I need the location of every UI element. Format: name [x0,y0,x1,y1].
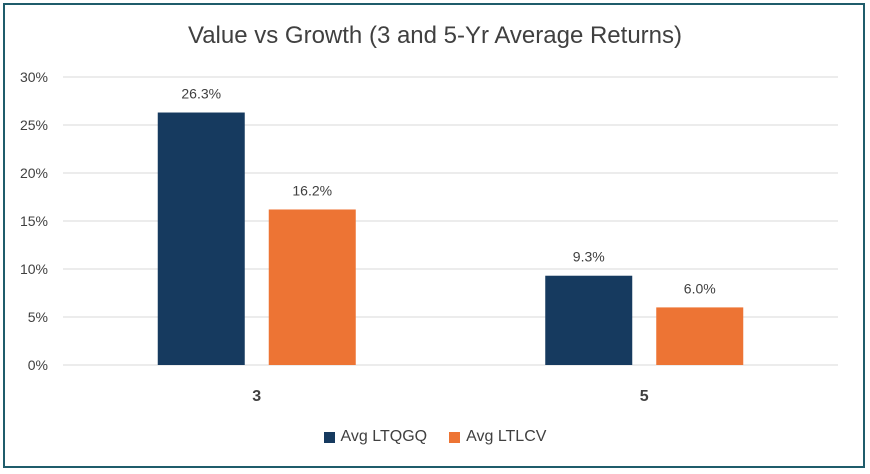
bar-series-1-cat-5 [656,307,744,365]
y-tick-label: 25% [20,117,48,133]
legend: Avg LTQGQ Avg LTLCV [0,428,870,446]
legend-label-series-0: Avg LTQGQ [340,428,428,445]
y-tick-label: 20% [20,165,48,181]
chart-title: Value vs Growth (3 and 5-Yr Average Retu… [187,22,682,49]
y-tick-label: 5% [28,309,48,325]
y-tick-label: 0% [28,357,48,373]
y-tick-label: 15% [20,213,48,229]
y-tick-label: 30% [20,69,48,85]
y-tick-label: 10% [20,261,48,277]
bar-series-1-cat-3 [268,209,356,365]
chart-frame [3,3,865,468]
data-label: 16.2% [292,182,332,198]
data-label: 6.0% [684,280,716,296]
x-category-label: 5 [640,388,649,405]
legend-swatch-series-0 [323,431,335,443]
x-category-label: 3 [252,388,261,405]
legend-item-series-0: Avg LTQGQ [323,428,428,446]
data-label: 9.3% [573,249,605,265]
bar-series-0-cat-5 [545,275,633,365]
bar-series-0-cat-3 [157,112,245,366]
data-label: 26.3% [181,86,221,102]
legend-item-series-1: Avg LTLCV [449,428,546,446]
legend-swatch-series-1 [449,431,461,443]
legend-label-series-1: Avg LTLCV [466,428,547,445]
